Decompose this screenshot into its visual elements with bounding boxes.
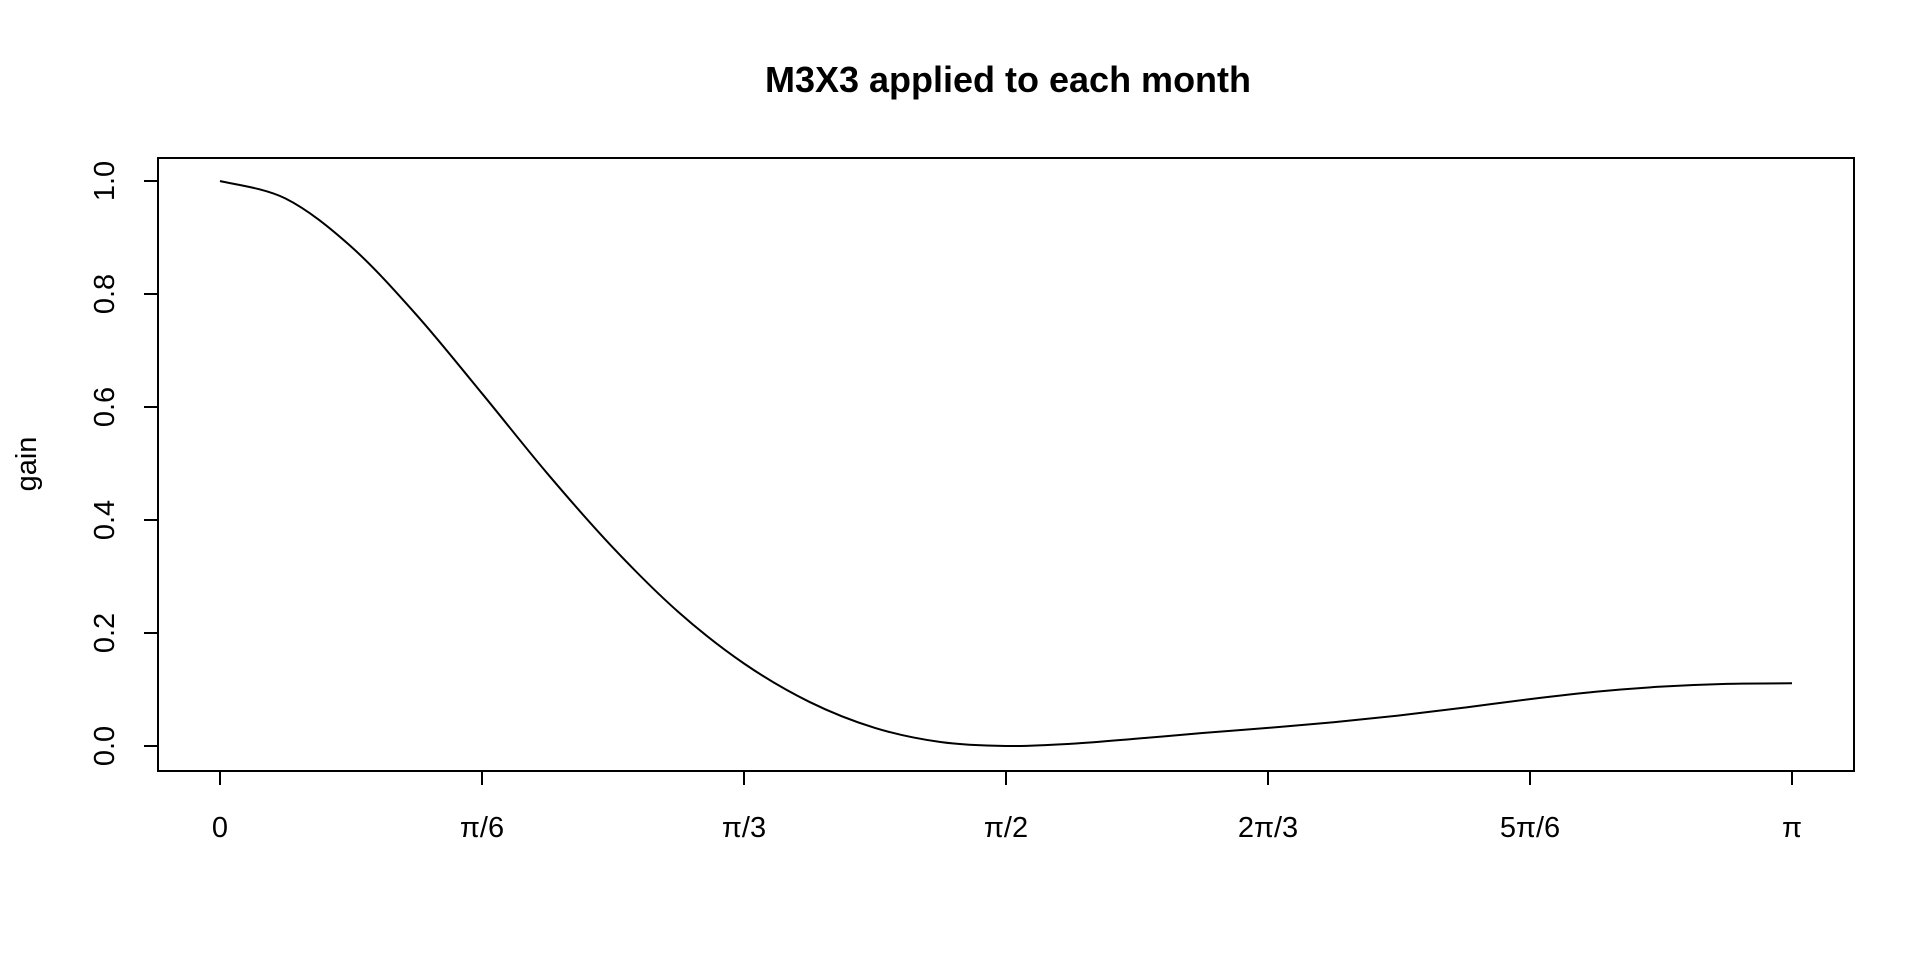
chart-title: M3X3 applied to each month	[765, 59, 1251, 100]
y-tick-label: 0.6	[89, 387, 121, 427]
x-tick-label: 2π/3	[1238, 812, 1298, 844]
series-line-0	[219, 180, 1793, 748]
x-tick-label: π/6	[460, 812, 504, 844]
x-tick-label: π/2	[984, 812, 1028, 844]
y-tick-label: 0.4	[89, 500, 121, 540]
y-tick-label: 1.0	[89, 161, 121, 201]
series-layer	[219, 180, 1793, 748]
x-tick-label: π	[1782, 812, 1802, 844]
x-axis: 0 π/6 π/3 π/2 2π/3 5π/6 π	[212, 770, 1802, 844]
y-axis: 0.0 0.2 0.4 0.6 0.8 1.0	[89, 161, 159, 766]
x-tick-label: π/3	[722, 812, 766, 844]
x-tick-label: 5π/6	[1500, 812, 1560, 844]
x-tick-label: 0	[212, 812, 228, 844]
y-tick-label: 0.0	[89, 726, 121, 766]
y-axis-label: gain	[11, 437, 43, 492]
y-tick-label: 0.2	[89, 613, 121, 653]
y-tick-label: 0.8	[89, 274, 121, 314]
plot-frame	[157, 157, 1855, 772]
